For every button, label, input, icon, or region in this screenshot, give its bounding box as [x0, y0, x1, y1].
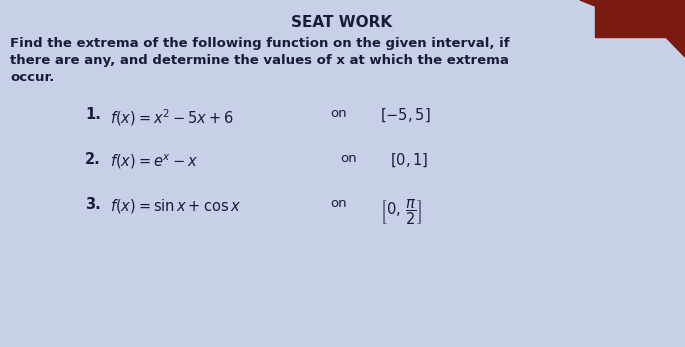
Text: $[0, 1]$: $[0, 1]$	[390, 152, 428, 169]
Text: $\left[0,\, \dfrac{\pi}{2}\right]$: $\left[0,\, \dfrac{\pi}{2}\right]$	[380, 197, 422, 227]
Text: occur.: occur.	[10, 71, 54, 84]
Polygon shape	[580, 0, 685, 57]
Polygon shape	[580, 0, 685, 42]
Text: there are any, and determine the values of x at which the extrema: there are any, and determine the values …	[10, 54, 509, 67]
Text: on: on	[330, 197, 347, 210]
Text: $f(x) = \sin x + \cos x$: $f(x) = \sin x + \cos x$	[110, 197, 241, 215]
Text: 1.: 1.	[85, 107, 101, 122]
Text: 2.: 2.	[85, 152, 101, 167]
Text: $f(x) = e^x - x$: $f(x) = e^x - x$	[110, 152, 198, 171]
Text: $[-5, 5]$: $[-5, 5]$	[380, 107, 431, 125]
Text: on: on	[340, 152, 357, 165]
Bar	[595, 0, 685, 37]
Text: 3.: 3.	[85, 197, 101, 212]
Text: on: on	[330, 107, 347, 120]
Text: SEAT WORK: SEAT WORK	[291, 15, 393, 30]
Text: $f(x) = x^2 - 5x + 6$: $f(x) = x^2 - 5x + 6$	[110, 107, 234, 128]
Text: Find the extrema of the following function on the given interval, if: Find the extrema of the following functi…	[10, 37, 510, 50]
